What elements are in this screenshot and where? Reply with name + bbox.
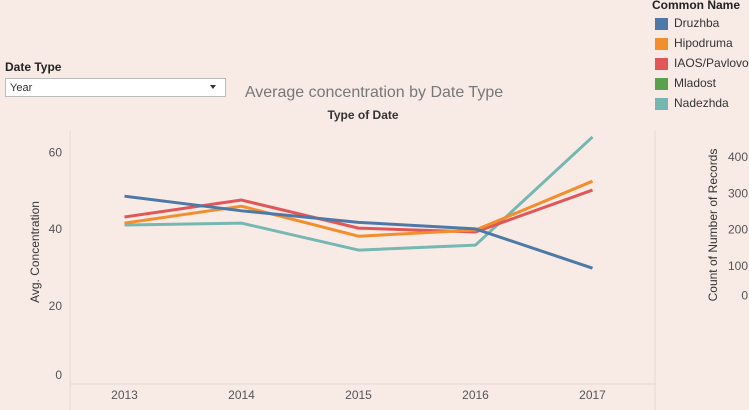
- y-tick-label: 20: [49, 299, 63, 313]
- x-tick-label: 2017: [579, 388, 606, 402]
- y-tick-label: 0: [55, 368, 62, 382]
- chart-title: Average concentration by Date Type: [245, 84, 503, 101]
- legend-label: Hipodruma: [674, 36, 733, 50]
- y2-tick-label: 0: [741, 288, 748, 302]
- x-tick-label: 2014: [228, 388, 255, 402]
- y2-tick-label: 100: [728, 259, 748, 273]
- y-axis-label: Avg. Concentration: [28, 201, 42, 303]
- x-tick-label: 2013: [111, 388, 138, 402]
- legend-swatch: [655, 18, 668, 30]
- x-tick-label: 2015: [345, 388, 372, 402]
- dropdown-value[interactable]: Year: [10, 82, 33, 94]
- legend-label: Druzhba: [674, 16, 720, 30]
- legend-swatch: [655, 38, 668, 50]
- y-tick-label: 60: [49, 145, 63, 159]
- dropdown-box[interactable]: [5, 78, 226, 97]
- dropdown-arrow[interactable]: [210, 85, 216, 89]
- y2-axis-label: Count of Number of Records: [706, 149, 720, 302]
- legend-swatch: [655, 78, 668, 90]
- filter-dropdown[interactable]: Year: [5, 78, 226, 97]
- legend-label: Nadezhda: [674, 96, 729, 110]
- series-line: [124, 194, 593, 270]
- legend-label: IAOS/Pavlovo: [674, 56, 749, 70]
- legend-swatch: [655, 98, 668, 110]
- series-line: [124, 135, 594, 252]
- legend-title: Common Name: [652, 0, 740, 12]
- legend-swatch: [655, 58, 668, 70]
- y2-tick-label: 200: [728, 223, 748, 237]
- filter-label: Date Type: [5, 60, 62, 74]
- y2-tick-label: 400: [728, 150, 748, 164]
- legend-label: Mladost: [674, 76, 717, 90]
- x-tick-label: 2016: [462, 388, 489, 402]
- series-line: [124, 179, 594, 238]
- y-tick-label: 40: [49, 222, 63, 236]
- y2-tick-label: 300: [728, 186, 748, 200]
- chart-subtitle: Type of Date: [327, 108, 398, 122]
